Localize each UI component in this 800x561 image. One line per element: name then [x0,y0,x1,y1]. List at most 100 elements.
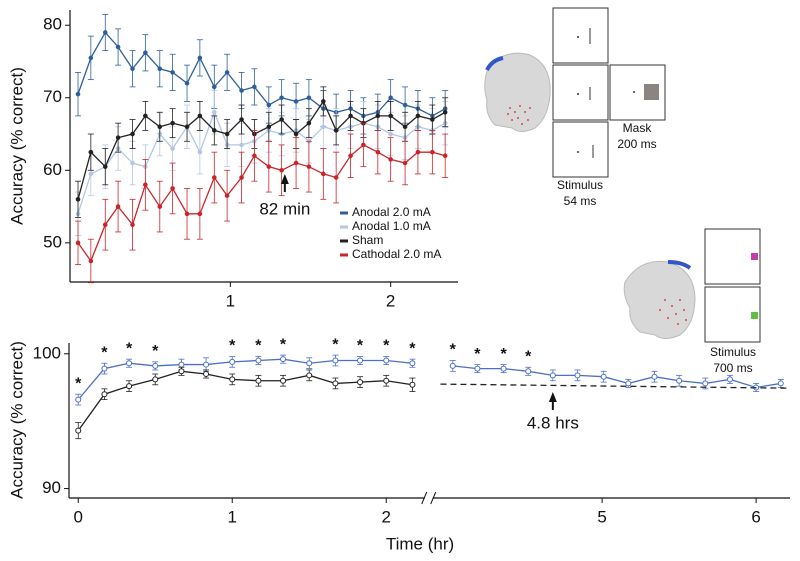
axis-break [421,491,428,505]
x-tick-label: 1 [226,291,235,310]
data-point [388,95,393,101]
data-point [306,120,312,126]
data-point [239,175,244,180]
data-point [415,149,421,155]
data-point [197,149,203,155]
data-point [203,371,210,377]
x-tick-label: 0 [74,507,83,526]
data-point [255,377,262,384]
y-tick-label: 50 [43,232,62,251]
data-point [321,124,326,130]
annotation-arrowhead [280,174,289,184]
y-tick-label: 100 [33,343,61,362]
data-point [101,391,108,398]
head-illustration [623,260,696,339]
data-point [383,357,390,364]
data-point [197,211,203,217]
data-point [102,30,108,35]
data-point [279,117,284,122]
data-point [75,396,82,403]
data-point [88,258,94,264]
x-axis-label: Time (hr) [386,534,454,553]
y-tick-label: 70 [43,87,62,106]
data-point [702,380,709,387]
annotation: 4.8 hrs [527,413,579,432]
significance-label: * [474,346,481,363]
data-point [130,66,135,72]
data-point [211,128,217,133]
data-point [75,197,81,202]
data-point [332,357,339,364]
data-point [170,186,175,191]
data-point [266,124,272,130]
y-tick-label: 80 [43,15,62,34]
data-point [574,372,581,379]
data-point [239,88,244,93]
data-point [306,164,312,169]
series-line [77,110,446,215]
legend-label: Cathodal 2.0 mA [352,247,441,261]
data-point [280,377,287,384]
data-point [279,167,284,173]
data-point [600,373,607,380]
data-point [280,356,287,363]
significance-label: * [500,346,507,363]
data-point [130,222,135,227]
data-point [157,124,163,130]
data-point [332,380,339,387]
data-point [430,117,435,122]
data-point [442,153,448,159]
data-point [115,44,121,50]
panel-label: Stimulus [557,178,603,192]
data-point [126,383,133,390]
data-point [157,66,163,72]
series-line [440,383,787,389]
data-point [348,113,353,119]
data-point [75,240,81,246]
series-line [77,358,413,401]
data-point [203,361,210,368]
data-point [152,362,159,369]
data-point [388,157,393,162]
panel-label: Stimulus [710,345,756,359]
significance-label: * [383,338,390,355]
data-point [224,131,230,137]
data-point [361,142,366,148]
annotation: 82 min [259,199,310,218]
data-point [293,99,299,104]
significance-label: * [255,338,262,355]
data-point [625,380,632,387]
data-point [726,376,733,383]
data-point [239,117,244,122]
data-point [211,175,217,180]
data-point [184,124,190,130]
x-tick-label: 2 [381,507,390,526]
data-point [224,70,230,75]
y-axis-label: Accuracy (% correct) [7,341,26,499]
significance-label: * [332,336,339,353]
data-point [777,380,784,387]
data-point [279,95,284,101]
data-point [293,131,299,137]
data-point [430,149,435,155]
panel-label: 54 ms [564,194,597,208]
data-point [651,373,658,380]
data-point [383,377,390,384]
data-point [252,153,257,159]
data-point [170,146,175,151]
data-point [255,357,262,364]
data-point [152,376,159,383]
y-axis-label: Accuracy (% correct) [7,67,26,225]
data-point [415,113,421,119]
significance-label: * [101,344,108,361]
head-illustration [484,52,551,132]
data-point [126,360,133,367]
data-point [178,368,185,375]
data-point [402,160,408,166]
data-point [197,55,203,61]
data-point [101,365,108,372]
data-point [143,113,148,119]
data-point [229,358,236,365]
